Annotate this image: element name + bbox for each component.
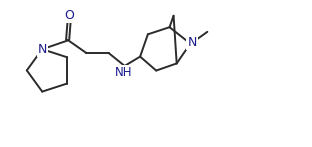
- Text: N: N: [37, 43, 47, 56]
- Text: N: N: [188, 36, 197, 50]
- Text: NH: NH: [115, 66, 132, 79]
- Text: O: O: [64, 9, 74, 22]
